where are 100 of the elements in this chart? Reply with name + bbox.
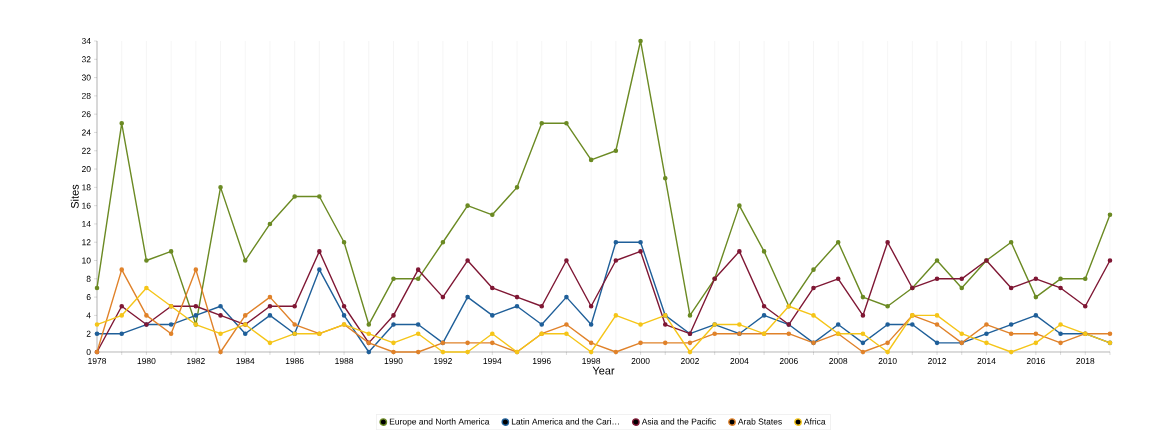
- x-tick-label: 2006: [779, 358, 798, 365]
- point: [366, 322, 372, 327]
- x-tick-label: 2014: [977, 358, 996, 365]
- point: [835, 322, 841, 327]
- x-tick-label: 2012: [928, 358, 947, 365]
- point: [1058, 340, 1063, 346]
- point: [391, 340, 396, 346]
- legend-label: Latin America and the Cari…: [511, 418, 619, 425]
- x-tick-label: 1988: [335, 358, 354, 365]
- y-tick-label: 12: [82, 239, 91, 246]
- point: [144, 285, 149, 291]
- point: [860, 313, 866, 318]
- x-tick-label: 2000: [631, 358, 650, 365]
- point: [638, 340, 643, 346]
- point: [218, 349, 223, 355]
- point: [119, 267, 125, 272]
- point: [1008, 349, 1014, 355]
- y-tick-label: 2: [86, 330, 91, 337]
- point: [514, 185, 520, 190]
- point: [514, 294, 520, 300]
- point: [811, 285, 816, 291]
- point: [366, 331, 372, 337]
- point: [218, 185, 223, 190]
- x-tick-label: 2002: [680, 358, 699, 365]
- point: [588, 349, 594, 355]
- point: [440, 349, 446, 355]
- point: [687, 349, 693, 355]
- x-tick-label: 2018: [1076, 358, 1095, 365]
- point: [984, 322, 989, 327]
- point: [959, 276, 965, 282]
- point: [984, 340, 989, 346]
- point: [934, 276, 940, 282]
- point: [687, 313, 693, 318]
- point: [613, 258, 619, 263]
- point: [910, 322, 915, 327]
- y-tick-label: 20: [81, 166, 91, 173]
- point: [267, 221, 273, 227]
- point: [638, 322, 643, 327]
- point: [1008, 331, 1014, 337]
- point: [1107, 258, 1113, 263]
- point: [761, 249, 767, 254]
- point: [366, 349, 372, 355]
- point: [218, 303, 223, 309]
- point: [588, 157, 594, 163]
- point: [1107, 212, 1113, 218]
- point: [267, 340, 273, 346]
- y-tick-label: 26: [81, 111, 91, 118]
- point: [786, 331, 792, 337]
- x-tick-label: 1998: [582, 358, 601, 365]
- point: [934, 322, 940, 327]
- point: [638, 239, 643, 245]
- y-tick-label: 22: [81, 147, 91, 154]
- point: [638, 249, 643, 254]
- y-tick-label: 14: [82, 221, 91, 227]
- point: [712, 331, 717, 337]
- y-tick-label: 16: [82, 202, 91, 209]
- point: [490, 313, 495, 318]
- point: [341, 303, 347, 309]
- point: [1008, 285, 1014, 291]
- legend-label: Europe and North America: [389, 418, 490, 427]
- x-axis-title: Year: [592, 366, 615, 375]
- point: [341, 239, 347, 245]
- y-tick-label: 10: [82, 257, 91, 264]
- point: [737, 249, 742, 254]
- y-tick-label: 30: [81, 74, 91, 81]
- x-tick-label: 1994: [483, 358, 502, 365]
- point: [934, 313, 940, 318]
- point: [242, 331, 248, 337]
- point: [737, 203, 742, 208]
- point: [1033, 331, 1039, 337]
- point: [144, 258, 149, 263]
- point: [588, 340, 594, 346]
- point: [564, 121, 569, 126]
- point: [168, 249, 174, 254]
- point: [119, 313, 125, 318]
- point: [490, 285, 495, 291]
- point: [193, 313, 199, 318]
- point: [811, 313, 816, 318]
- x-tick-label: 1992: [434, 358, 452, 365]
- point: [94, 322, 100, 327]
- point: [860, 331, 866, 337]
- point: [564, 258, 569, 263]
- legend-label: Arab States: [737, 418, 782, 425]
- point: [1058, 285, 1063, 291]
- point: [490, 340, 495, 346]
- point: [811, 267, 816, 272]
- point: [885, 239, 890, 245]
- y-tick-label: 0: [86, 349, 91, 355]
- point: [94, 331, 100, 337]
- point: [860, 340, 866, 346]
- y-axis-title: Sites: [70, 184, 79, 209]
- point: [564, 322, 569, 327]
- point: [662, 322, 668, 327]
- point: [835, 239, 841, 245]
- point: [242, 258, 248, 263]
- point: [1082, 303, 1088, 309]
- point: [317, 194, 322, 199]
- point: [687, 340, 693, 346]
- y-tick-label: 8: [86, 275, 91, 282]
- point: [662, 340, 668, 346]
